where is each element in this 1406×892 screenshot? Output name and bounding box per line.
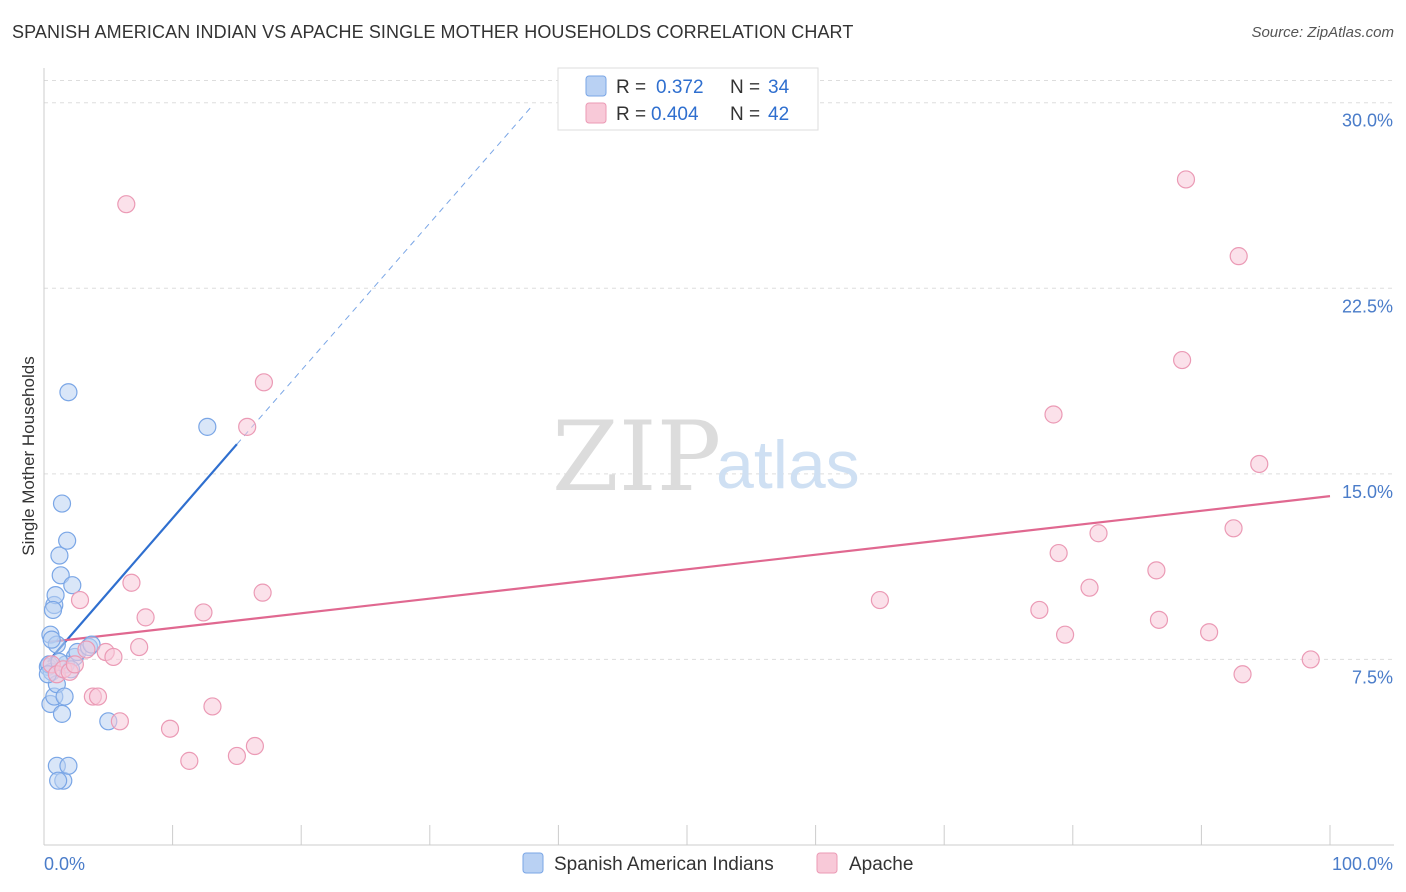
spanish-american-indians-point-30 xyxy=(198,417,217,436)
grid-lines xyxy=(44,79,1394,660)
apache-point-40 xyxy=(1250,454,1269,474)
watermark-atlas: atlas xyxy=(716,427,860,503)
apache-point-31 xyxy=(1089,524,1108,543)
apache-point-39 xyxy=(1233,665,1252,684)
apache-point-29 xyxy=(1055,625,1075,644)
trend-line-1 xyxy=(47,495,1331,644)
y-tick-labels: 7.5% 15.0% 22.5% 30.0% xyxy=(1342,111,1393,688)
apache-point-23 xyxy=(253,583,272,602)
apache-point-41 xyxy=(1301,650,1320,669)
apache-point-33 xyxy=(1149,610,1169,629)
apache-point-32 xyxy=(1147,561,1166,580)
spanish-american-indians-point-18 xyxy=(52,704,72,723)
apache-point-21 xyxy=(238,417,257,436)
axes xyxy=(43,68,1394,846)
spanish-american-indians-point-27 xyxy=(42,630,61,649)
apache-point-10 xyxy=(104,647,123,667)
spanish-american-indians-point-12 xyxy=(43,600,63,620)
y-tick-label-0: 7.5% xyxy=(1352,667,1393,687)
series-legend: Spanish American Indians Apache xyxy=(522,852,913,875)
chart-title: SPANISH AMERICAN INDIAN VS APACHE SINGLE… xyxy=(12,22,854,42)
apache-point-30 xyxy=(1080,578,1099,597)
apache-point-38 xyxy=(1229,247,1248,266)
apache-point-5 xyxy=(70,590,90,610)
watermark: ZIP atlas xyxy=(552,401,860,513)
apache-point-8 xyxy=(88,687,108,706)
stats-legend-r-value-pink: 0.404 xyxy=(651,104,699,125)
stats-legend: R = 0.372 N = 34 R = 0.404 N = 42 xyxy=(557,67,819,131)
apache-point-26 xyxy=(1030,600,1049,620)
spanish-american-indians-point-22 xyxy=(59,756,78,775)
spanish-american-indians-point-8 xyxy=(58,531,77,550)
trend-line-extension-0 xyxy=(236,104,534,445)
series-legend-swatch-apache xyxy=(816,852,838,874)
apache-point-35 xyxy=(1176,170,1196,189)
spanish-american-indians-point-21 xyxy=(49,771,68,790)
x-tick-label-min: 0.0% xyxy=(44,854,85,874)
series-legend-swatch-spanish-american-indians xyxy=(522,852,544,874)
spanish-american-indians-point-9 xyxy=(59,383,78,402)
stats-legend-n-label-pink: N = xyxy=(730,104,760,125)
apache-point-4 xyxy=(65,655,84,674)
spanish-american-indians-point-7 xyxy=(52,494,72,513)
x-tick-labels: 0.0% 100.0% xyxy=(44,854,1393,874)
stats-legend-n-label-blue: N = xyxy=(730,77,760,98)
apache-point-34 xyxy=(1173,350,1192,370)
stats-legend-r-label-pink: R = xyxy=(616,104,646,125)
apache-point-37 xyxy=(1224,519,1243,538)
stats-legend-r-label-blue: R = xyxy=(616,77,646,98)
spanish-american-indians-point-11 xyxy=(46,586,65,605)
stats-legend-n-value-pink: 42 xyxy=(768,104,789,125)
stats-legend-n-value-blue: 34 xyxy=(768,77,790,98)
spanish-american-indians-point-10 xyxy=(63,576,82,595)
apache-point-14 xyxy=(130,637,149,657)
x-ticks xyxy=(43,825,1331,845)
apache-point-24 xyxy=(254,373,274,392)
series-legend-label-spanish-american-indians: Spanish American Indians xyxy=(554,854,774,875)
apache-point-15 xyxy=(136,608,155,627)
spanish-american-indians-point-5 xyxy=(50,546,69,565)
apache-point-25 xyxy=(870,590,890,610)
data-points xyxy=(38,170,1320,790)
apache-point-6 xyxy=(77,640,96,659)
watermark-zip: ZIP xyxy=(552,401,721,513)
y-axis-title: Single Mother Households xyxy=(19,356,38,555)
apache-point-11 xyxy=(110,712,129,731)
series-legend-label-apache: Apache xyxy=(849,854,913,875)
apache-point-19 xyxy=(203,697,222,716)
trend-lines xyxy=(47,104,1331,663)
y-tick-label-3: 30.0% xyxy=(1342,111,1393,131)
stats-legend-swatch-blue xyxy=(585,75,607,97)
apache-point-12 xyxy=(117,195,136,214)
spanish-american-indians-point-6 xyxy=(51,566,70,585)
y-tick-label-1: 15.0% xyxy=(1342,482,1393,502)
apache-point-17 xyxy=(180,751,199,770)
source-label: Source: ZipAtlas.com xyxy=(1251,24,1394,41)
apache-point-28 xyxy=(1049,543,1068,563)
y-tick-label-2: 22.5% xyxy=(1342,296,1393,316)
apache-point-13 xyxy=(122,573,141,592)
trend-line-0 xyxy=(47,443,238,663)
spanish-american-indians-point-17 xyxy=(55,687,74,706)
apache-point-16 xyxy=(160,719,180,738)
apache-point-20 xyxy=(227,746,246,766)
apache-point-36 xyxy=(1200,623,1219,642)
stats-legend-swatch-pink xyxy=(585,102,607,124)
apache-point-22 xyxy=(245,736,265,756)
apache-point-18 xyxy=(194,603,213,622)
x-tick-label-max: 100.0% xyxy=(1332,854,1393,874)
stats-legend-r-value-blue: 0.372 xyxy=(656,77,704,98)
apache-point-27 xyxy=(1044,405,1063,424)
